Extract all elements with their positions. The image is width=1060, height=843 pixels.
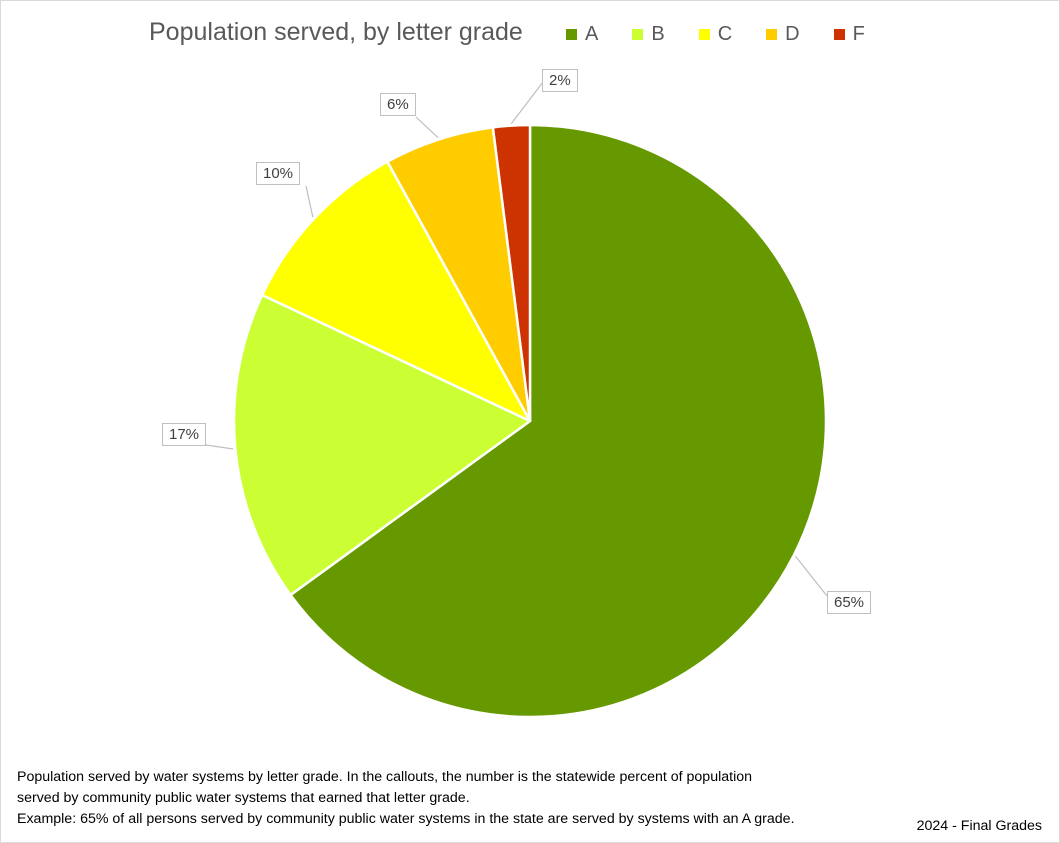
legend-label-c: C xyxy=(717,23,733,45)
leader-line-a xyxy=(795,555,828,597)
leader-line-b xyxy=(205,444,234,450)
note-line-3: Example: 65% of all persons served by co… xyxy=(17,811,795,827)
pie-slice-a xyxy=(289,123,828,719)
legend-item-d: D xyxy=(766,23,800,46)
data-label-f: 2% xyxy=(542,69,578,92)
pie-slice-b xyxy=(232,293,532,597)
legend-swatch-a xyxy=(566,29,577,40)
pie-slice-c xyxy=(260,160,532,423)
legend-label-b: B xyxy=(651,23,665,45)
legend-label-d: D xyxy=(785,23,800,45)
legend-swatch-b xyxy=(632,29,644,40)
data-label-b: 17% xyxy=(162,423,207,446)
data-label-a: 65% xyxy=(827,591,872,614)
legend-label-f: F xyxy=(852,23,865,45)
data-label-c: 10% xyxy=(256,162,301,185)
data-label-d: 6% xyxy=(380,93,416,116)
chart-note: Population served by water systems by le… xyxy=(17,767,795,830)
leader-line-d xyxy=(415,116,439,139)
legend-swatch-f xyxy=(833,29,845,40)
footer-text: 2024 - Final Grades xyxy=(916,818,1042,834)
note-line-2: served by community public water systems… xyxy=(17,790,470,806)
legend-item-a: A xyxy=(566,23,598,46)
pie-slice-f xyxy=(491,123,532,423)
chart-legend: A B C D F xyxy=(566,23,899,46)
note-line-1: Population served by water systems by le… xyxy=(17,769,753,785)
legend-item-c: C xyxy=(698,23,733,46)
legend-swatch-d xyxy=(766,29,778,40)
chart-title: Population served, by letter grade xyxy=(149,18,523,46)
legend-label-a: A xyxy=(585,23,599,45)
legend-item-f: F xyxy=(833,23,865,46)
legend-swatch-c xyxy=(698,29,710,40)
legend-item-b: B xyxy=(632,23,665,46)
leader-line-f xyxy=(510,81,544,124)
leader-line-c xyxy=(305,185,314,218)
